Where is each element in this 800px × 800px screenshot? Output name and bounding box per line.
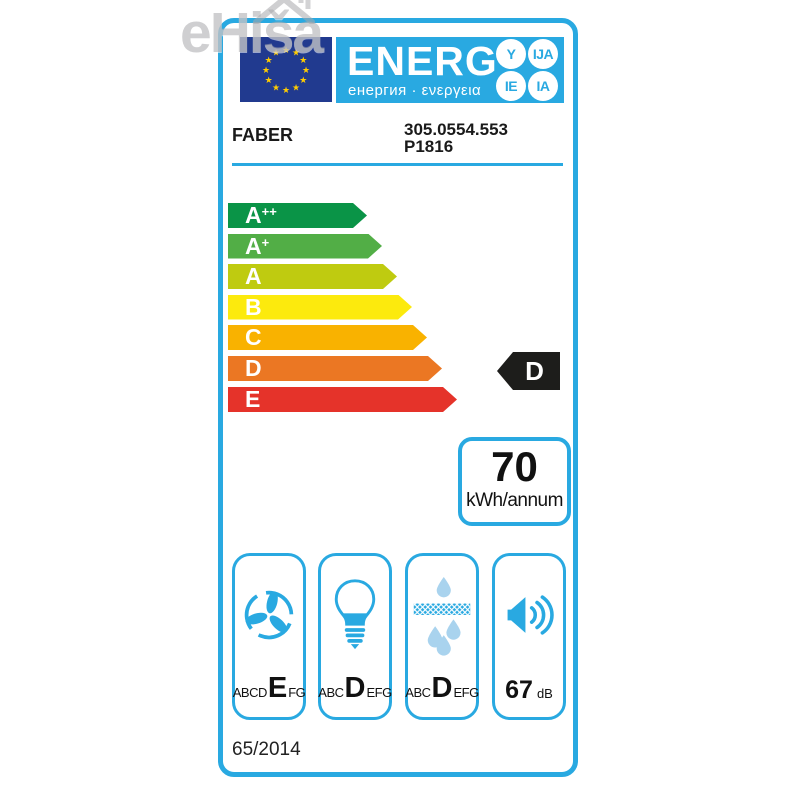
noise-speaker-icon [495, 556, 563, 674]
grease-filter-efficiency-box: ABC D EFG [405, 553, 479, 720]
annual-consumption-box: 70 kWh/annum [458, 437, 571, 526]
scale-arrow-b: B [228, 295, 412, 320]
header-divider [232, 163, 563, 166]
svg-text:★: ★ [292, 49, 300, 59]
scale-arrow-d: D [228, 356, 442, 381]
scale-arrow-a-plus: A + [228, 234, 382, 259]
model-number: 305.0554.553 P1816 [404, 121, 508, 155]
svg-text:★: ★ [262, 66, 270, 76]
svg-text:★: ★ [302, 66, 310, 76]
fan-efficiency-box: ABCD E FG [232, 553, 306, 720]
bulb-icon [321, 556, 389, 674]
scale-arrow-c: C [228, 325, 427, 350]
svg-text:★: ★ [265, 56, 273, 66]
model-line1: 305.0554.553 [404, 120, 508, 139]
svg-text:★: ★ [292, 83, 300, 93]
eu-flag: ★ ★ ★ ★ ★ ★ ★ ★ ★ ★ ★ ★ [240, 37, 332, 102]
fan-grade-scale: ABCD E FG [232, 672, 306, 704]
noise-value: 67 dB [505, 676, 553, 704]
svg-text:★: ★ [282, 46, 290, 56]
svg-text:★: ★ [299, 56, 307, 66]
eu-flag-stars: ★★★ ★★★ ★★★ ★ ★★ [262, 46, 310, 96]
svg-text:★: ★ [265, 76, 273, 86]
energ-subtitle: енергия · ενεργεια [348, 82, 482, 99]
scale-arrow-a: A [228, 264, 397, 289]
suffix-circle-ia: IA [528, 71, 558, 101]
scale-arrow-a-plus-plus: A ++ [228, 203, 367, 228]
svg-text:★: ★ [299, 76, 307, 86]
energ-title: ENERG [347, 38, 498, 84]
suffix-circle-ija: IJA [528, 39, 558, 69]
language-suffix-circles: Y IJA IE IA [496, 39, 560, 101]
efficiency-scale: A ++ A + A B C D E [228, 203, 468, 418]
consumption-value: 70 [491, 443, 538, 490]
lighting-grade-scale: ABC D EFG [318, 672, 392, 704]
grease-filter-icon [408, 556, 476, 674]
suffix-circle-ie: IE [496, 71, 526, 101]
scale-arrow-e: E [228, 387, 457, 412]
model-line2: P1816 [404, 137, 454, 156]
suffix-circle-y: Y [496, 39, 526, 69]
manufacturer-name: FABER [232, 125, 294, 145]
grease-filter-grade-scale: ABC D EFG [405, 672, 479, 704]
noise-level-box: 67 dB [492, 553, 566, 720]
fan-icon [235, 556, 303, 674]
rating-indicator: D [497, 352, 560, 390]
consumption-unit: kWh/annum [466, 490, 563, 511]
svg-text:★: ★ [282, 86, 290, 96]
lighting-efficiency-box: ABC D EFG [318, 553, 392, 720]
energy-label: ★ ★ ★ ★ ★ ★ ★ ★ ★ ★ ★ ★ ENERG енергия · ενεργεια… [218, 18, 578, 777]
regulation-number: 65/2014 [232, 739, 301, 760]
svg-text:★: ★ [272, 49, 280, 59]
svg-text:★: ★ [272, 83, 280, 93]
energ-header: ENERG енергия · ενεργεια Y IJA IE IA [336, 37, 564, 103]
